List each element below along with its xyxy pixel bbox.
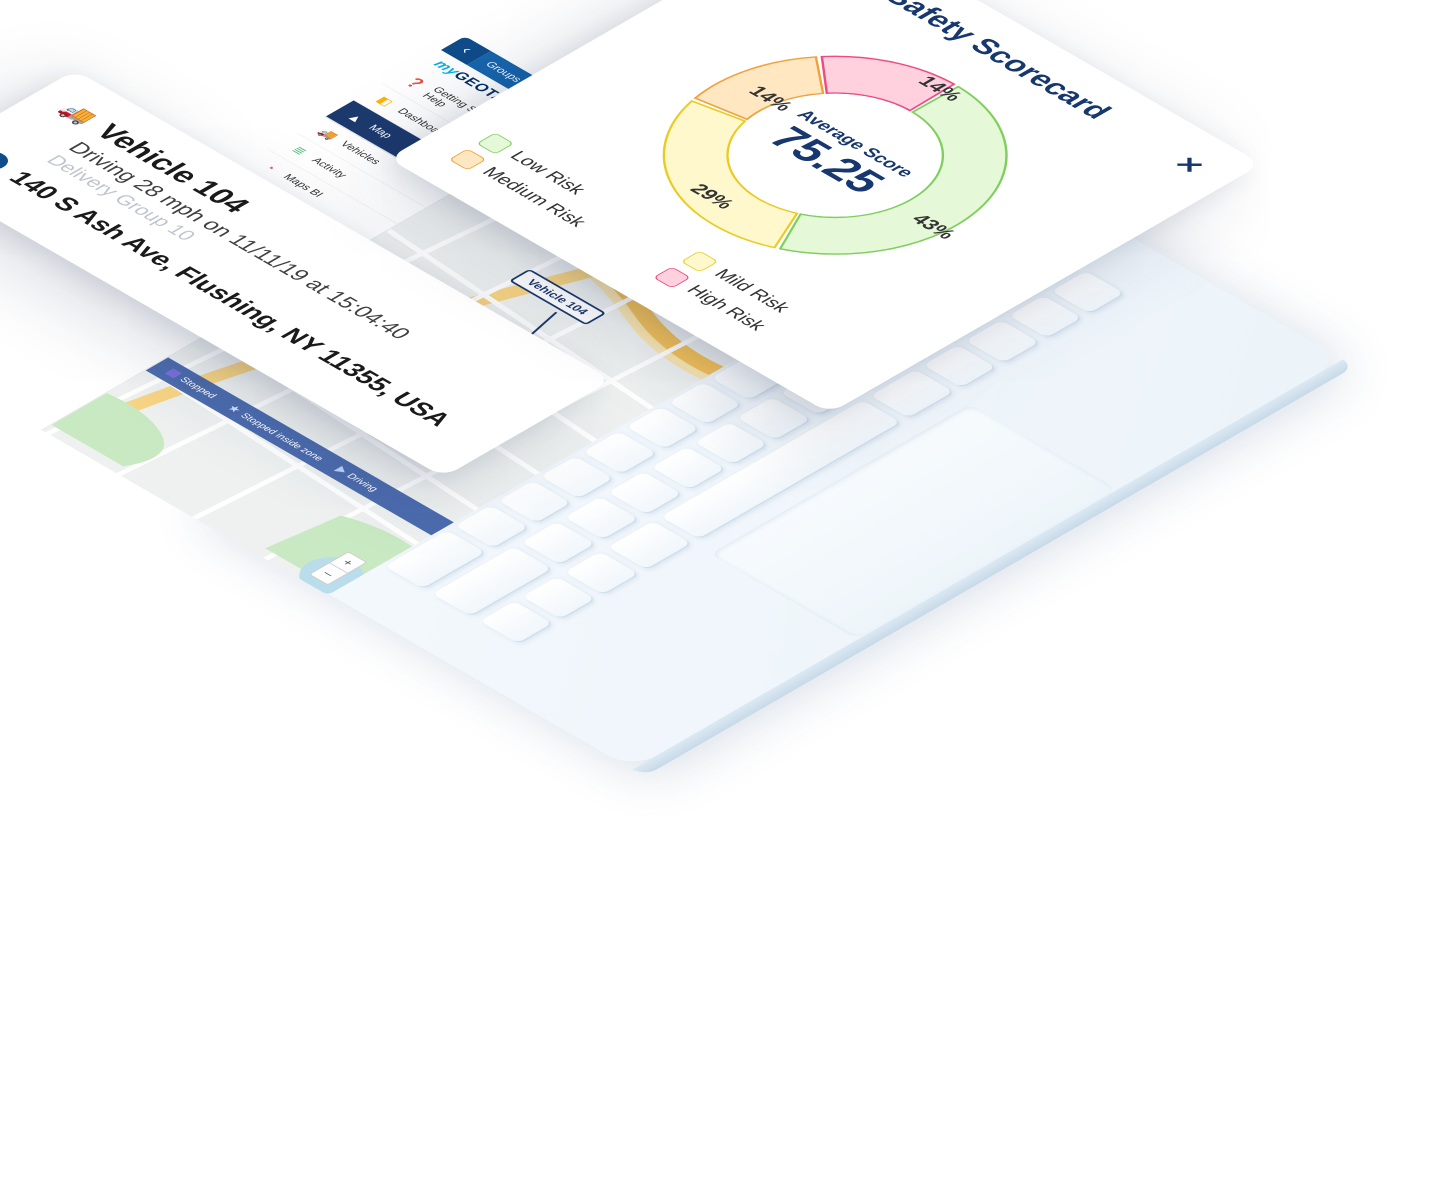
sidebar-icon: ❓	[400, 74, 430, 91]
legend-swatch-icon	[681, 251, 719, 273]
key	[661, 400, 903, 540]
close-button[interactable]: ✕	[1166, 152, 1212, 178]
legend-swatch-icon	[476, 133, 514, 155]
key	[737, 397, 812, 440]
sidebar-icon: ≣	[284, 142, 315, 160]
key	[651, 447, 726, 490]
sidebar-icon: ◔	[255, 158, 286, 176]
trackpad	[710, 404, 1117, 639]
legend-swatch-icon	[653, 266, 691, 288]
sidebar-icon: ▲	[341, 109, 372, 127]
key	[694, 422, 769, 465]
sidebar-icon: ◧	[369, 92, 400, 110]
chevron-left-icon: ‹	[456, 45, 476, 57]
legend-swatch-icon	[449, 148, 487, 170]
key	[432, 547, 553, 617]
key	[565, 552, 640, 595]
key	[522, 576, 597, 619]
sidebar-icon: 🚚	[312, 125, 343, 143]
key	[565, 497, 640, 540]
truck-icon: 🚚	[52, 99, 103, 128]
key	[608, 472, 683, 515]
sidebar-item-label: Map	[366, 123, 395, 140]
key	[608, 521, 693, 570]
key	[521, 522, 596, 565]
key	[480, 601, 555, 644]
